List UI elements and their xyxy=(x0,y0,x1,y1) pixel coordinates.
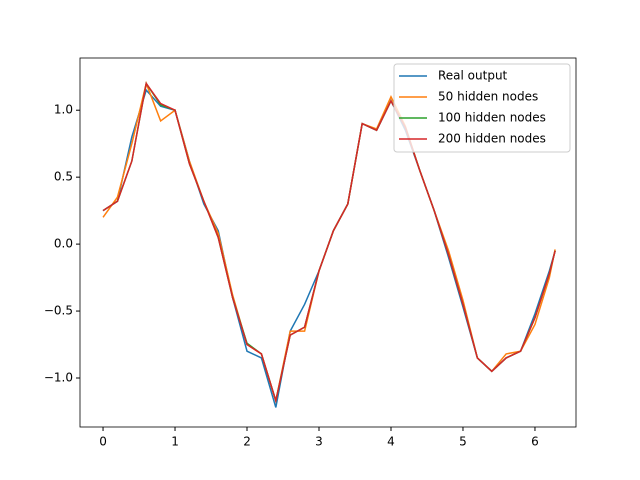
x-tick-label: 0 xyxy=(99,435,107,449)
x-tick-label: 6 xyxy=(531,435,539,449)
x-tick-label: 1 xyxy=(171,435,179,449)
y-tick-label: 0.0 xyxy=(54,237,73,251)
legend-label: Real output xyxy=(438,69,508,83)
legend-box xyxy=(393,63,571,153)
series-line xyxy=(102,81,556,404)
legend-label: 200 hidden nodes xyxy=(438,132,546,146)
x-tick-label: 4 xyxy=(387,435,395,449)
x-tick-label: 2 xyxy=(243,435,251,449)
legend-label: 50 hidden nodes xyxy=(438,90,538,104)
y-tick-label: 0.5 xyxy=(54,170,73,184)
y-tick-label: −0.5 xyxy=(44,304,73,318)
x-tick-label: 3 xyxy=(315,435,323,449)
y-tick-label: 1.0 xyxy=(54,103,73,117)
y-tick-label: −1.0 xyxy=(44,370,73,384)
plot-frame xyxy=(79,57,577,428)
x-tick-label: 5 xyxy=(459,435,467,449)
legend-label: 100 hidden nodes xyxy=(438,111,546,125)
